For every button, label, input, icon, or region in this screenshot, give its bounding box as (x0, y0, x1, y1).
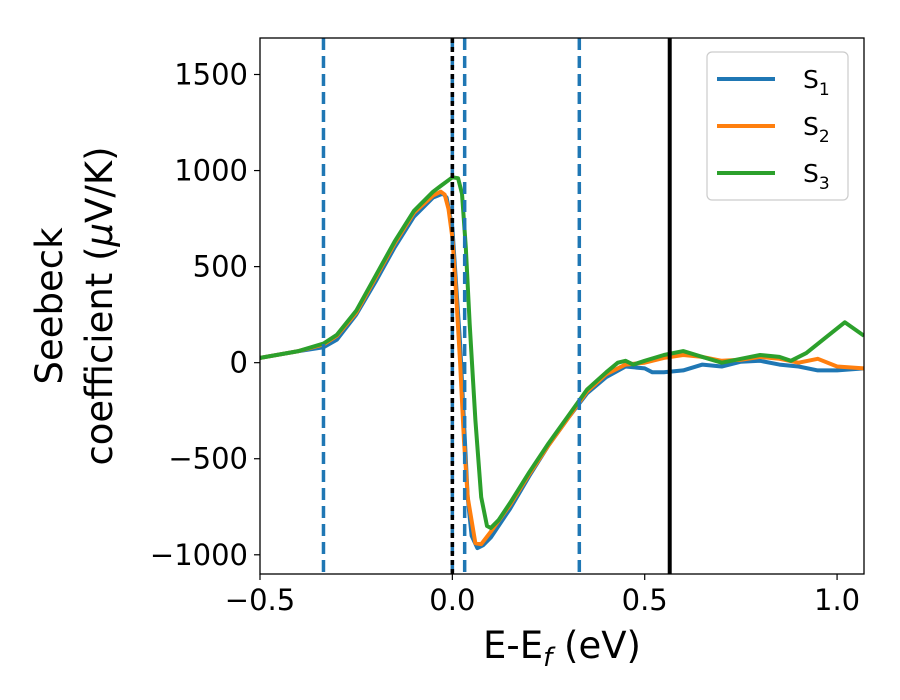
y-tick-label: 0 (230, 346, 248, 380)
y-axis-label-line2: coefficient (μV/K) (78, 146, 121, 465)
x-tick-label: 0.0 (429, 583, 475, 617)
x-tick-label: −0.5 (225, 583, 295, 617)
legend-label-S2: S2 (803, 112, 830, 147)
legend-label-S1: S1 (803, 65, 830, 100)
y-tick-label: 500 (193, 250, 248, 284)
series-line-S3 (260, 175, 864, 530)
y-axis-label-line1: Seebeck (28, 227, 71, 385)
x-axis-label: E-Ef (eV) (483, 624, 641, 673)
legend: S1 S2 S3 (706, 51, 849, 201)
series-line-S2 (260, 189, 864, 547)
x-axis-label-main: E-E (483, 624, 543, 667)
x-tick-label: 1.0 (814, 583, 860, 617)
y-axis-label-line2-pre: coefficient ( (78, 246, 121, 465)
plot-area (260, 38, 864, 574)
y-axis-label: Seebeck coefficient (μV/K) (28, 146, 121, 465)
legend-box (706, 51, 849, 201)
axis-ticks: −0.5 0.0 0.5 1.0 −1000 −500 0 500 1000 1500 (150, 58, 860, 617)
axes-frame (259, 37, 865, 575)
y-tick-label: 1500 (174, 58, 248, 92)
y-axis-label-line2-mu: μ (78, 223, 121, 248)
y-tick-label: 1000 (174, 154, 248, 188)
y-axis-label-line2-post: V/K) (78, 146, 121, 222)
series-line-S1 (260, 191, 864, 551)
x-tick-label: 0.5 (622, 583, 668, 617)
x-axis-label-unit: (eV) (552, 624, 641, 667)
legend-label-S3: S3 (803, 159, 830, 194)
y-tick-label: −500 (168, 442, 248, 476)
y-tick-label: −1000 (150, 538, 248, 572)
plot-content (260, 38, 864, 574)
